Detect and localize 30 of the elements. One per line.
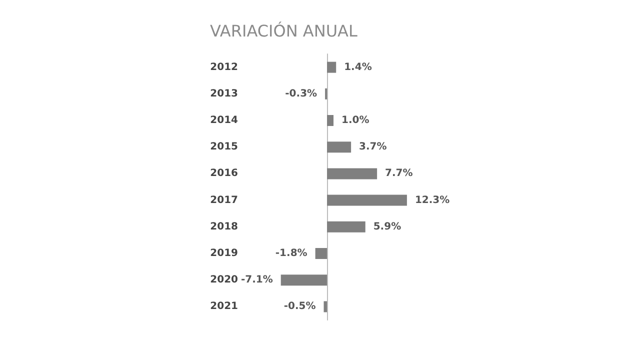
bar <box>327 62 336 73</box>
bar <box>324 301 327 312</box>
y-tick-label: 2021 <box>210 301 238 312</box>
data-label: 7.7% <box>385 168 413 180</box>
y-tick-label: 2017 <box>210 194 238 206</box>
bar <box>280 274 327 286</box>
bar <box>327 221 366 232</box>
data-label: -7.1% <box>240 274 273 286</box>
y-tick-label: 2020 <box>210 274 238 286</box>
data-label: 1.4% <box>344 62 372 73</box>
bar <box>327 168 378 180</box>
data-label: -0.5% <box>284 301 316 312</box>
bar <box>327 115 334 126</box>
y-tick-label: 2018 <box>210 221 238 232</box>
data-label: -0.3% <box>285 88 318 100</box>
bar <box>315 248 327 259</box>
y-tick-label: 2015 <box>210 142 238 153</box>
data-label: 1.0% <box>342 115 370 126</box>
data-label: 5.9% <box>373 221 402 232</box>
bar <box>327 194 407 206</box>
bar <box>327 142 352 153</box>
data-label: 12.3% <box>414 194 450 206</box>
y-tick-label: 2016 <box>210 168 238 180</box>
y-tick-label: 2019 <box>210 248 238 259</box>
data-label: -1.8% <box>275 248 308 259</box>
chart-title: VARIACIÓN ANUAL <box>210 22 358 40</box>
y-tick-label: 2014 <box>210 115 238 126</box>
y-tick-label: 2013 <box>210 88 238 100</box>
y-tick-label: 2012 <box>210 62 238 73</box>
data-label: 3.7% <box>359 142 387 153</box>
